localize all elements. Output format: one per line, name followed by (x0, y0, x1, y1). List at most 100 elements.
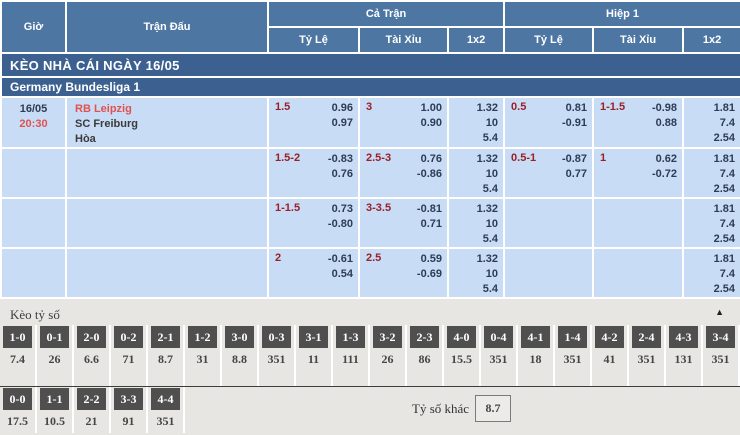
ft-handicap-away-odds[interactable]: -0.80 (327, 218, 353, 230)
ft-1x2-away[interactable]: 5.4 (482, 233, 499, 245)
ft-1x2-cell[interactable]: 1.32 10 5.4 (446, 197, 506, 249)
home-team[interactable]: RB Leipzig (75, 103, 132, 115)
correct-score-cell[interactable]: 0-0 17.5 (0, 387, 37, 433)
correct-score-cell[interactable]: 0-4 351 (481, 325, 518, 386)
ft-handicap-home-odds[interactable]: 0.73 (331, 203, 353, 215)
draw-label[interactable]: Hòa (75, 133, 96, 145)
h1-handicap-home-odds[interactable]: 0.81 (565, 102, 588, 114)
correct-score-cell[interactable]: 3-3 91 (111, 387, 148, 433)
correct-score-cell[interactable]: 4-0 15.5 (444, 325, 481, 386)
correct-score-cell[interactable]: 0-2 71 (111, 325, 148, 386)
h1-1x2-home[interactable]: 1.81 (713, 253, 736, 265)
correct-score-cell[interactable]: 2-3 86 (407, 325, 444, 386)
ft-1x2-draw[interactable]: 10 (485, 218, 499, 230)
h1-1x2-draw[interactable]: 7.4 (719, 168, 736, 180)
ft-handicap-cell[interactable]: 2 -0.61 0.54 (267, 247, 360, 299)
ft-over-odds[interactable]: 0.76 (420, 153, 442, 165)
correct-score-cell[interactable]: 0-1 26 (37, 325, 74, 386)
ft-overunder-cell[interactable]: 2.5 0.59 -0.69 (358, 247, 449, 299)
ft-handicap-home-odds[interactable]: -0.61 (327, 253, 353, 265)
correct-score-cell[interactable]: 3-1 11 (296, 325, 333, 386)
ft-1x2-cell[interactable]: 1.32 10 5.4 (446, 147, 506, 199)
h1-1x2-home[interactable]: 1.81 (713, 153, 736, 165)
h1-1x2-away[interactable]: 2.54 (713, 183, 736, 195)
ft-handicap-cell[interactable]: 1.5 0.96 0.97 (267, 96, 360, 149)
h1-1x2-cell[interactable]: 1.81 7.4 2.54 (682, 197, 740, 249)
ft-overunder-cell[interactable]: 2.5-3 0.76 -0.86 (358, 147, 449, 199)
h1-1x2-cell[interactable]: 1.81 7.4 2.54 (682, 247, 740, 299)
h1-1x2-cell[interactable]: 1.81 7.4 2.54 (682, 147, 740, 199)
ft-1x2-draw[interactable]: 10 (485, 117, 499, 129)
ft-1x2-away[interactable]: 5.4 (482, 283, 499, 295)
h1-handicap-cell[interactable]: 0.5-1 -0.87 0.77 (503, 147, 595, 199)
h1-under-odds[interactable]: -0.72 (651, 168, 678, 180)
correct-score-cell[interactable]: 2-0 6.6 (74, 325, 111, 386)
h1-handicap-away-odds[interactable]: 0.77 (565, 168, 588, 180)
h1-overunder-cell[interactable]: 1 0.62 -0.72 (592, 147, 685, 199)
ft-1x2-home[interactable]: 1.32 (476, 102, 499, 114)
ft-handicap-away-odds[interactable]: 0.54 (331, 268, 353, 280)
ft-overunder-cell[interactable]: 3-3.5 -0.81 0.71 (358, 197, 449, 249)
ft-handicap-cell[interactable]: 1-1.5 0.73 -0.80 (267, 197, 360, 249)
h1-overunder-cell[interactable] (592, 247, 685, 299)
away-team[interactable]: SC Freiburg (75, 118, 138, 130)
ft-under-odds[interactable]: 0.71 (420, 218, 442, 230)
ft-over-odds[interactable]: 1.00 (420, 102, 442, 114)
ft-handicap-cell[interactable]: 1.5-2 -0.83 0.76 (267, 147, 360, 199)
correct-score-cell[interactable]: 3-2 26 (370, 325, 407, 386)
correct-score-cell[interactable]: 2-2 21 (74, 387, 111, 433)
correct-score-cell[interactable]: 0-3 351 (259, 325, 296, 386)
ft-under-odds[interactable]: -0.69 (416, 268, 442, 280)
h1-1x2-home[interactable]: 1.81 (713, 203, 736, 215)
h1-handicap-cell[interactable]: 0.5 0.81 -0.91 (503, 96, 595, 149)
ft-over-odds[interactable]: -0.81 (416, 203, 442, 215)
ft-over-odds[interactable]: 0.59 (420, 253, 442, 265)
h1-1x2-draw[interactable]: 7.4 (719, 268, 736, 280)
h1-overunder-cell[interactable] (592, 197, 685, 249)
ft-1x2-home[interactable]: 1.32 (476, 153, 499, 165)
ft-under-odds[interactable]: -0.86 (416, 168, 442, 180)
ft-1x2-cell[interactable]: 1.32 10 5.4 (446, 247, 506, 299)
h1-over-odds[interactable]: -0.98 (651, 102, 678, 114)
h1-handicap-home-odds[interactable]: -0.87 (561, 153, 588, 165)
h1-handicap-cell[interactable] (503, 197, 595, 249)
correct-score-cell[interactable]: 4-3 131 (666, 325, 703, 386)
correct-score-cell[interactable]: 4-1 18 (518, 325, 555, 386)
h1-1x2-cell[interactable]: 1.81 7.4 2.54 (682, 96, 740, 149)
ft-under-odds[interactable]: 0.90 (420, 117, 442, 129)
ft-1x2-away[interactable]: 5.4 (482, 132, 499, 144)
ft-1x2-draw[interactable]: 10 (485, 168, 499, 180)
correct-score-cell[interactable]: 1-4 351 (555, 325, 592, 386)
correct-score-cell[interactable]: 2-1 8.7 (148, 325, 185, 386)
ft-1x2-home[interactable]: 1.32 (476, 253, 499, 265)
ft-1x2-draw[interactable]: 10 (485, 268, 499, 280)
h1-1x2-away[interactable]: 2.54 (713, 233, 736, 245)
h1-under-odds[interactable]: 0.88 (655, 117, 678, 129)
ft-1x2-home[interactable]: 1.32 (476, 203, 499, 215)
ft-handicap-away-odds[interactable]: 0.76 (331, 168, 353, 180)
h1-1x2-draw[interactable]: 7.4 (719, 218, 736, 230)
ft-handicap-away-odds[interactable]: 0.97 (331, 117, 353, 129)
correct-score-cell[interactable]: 1-3 111 (333, 325, 370, 386)
league-title[interactable]: Germany Bundesliga 1 (0, 76, 740, 98)
ft-overunder-cell[interactable]: 3 1.00 0.90 (358, 96, 449, 149)
correct-score-cell[interactable]: 2-4 351 (629, 325, 666, 386)
ft-1x2-cell[interactable]: 1.32 10 5.4 (446, 96, 506, 149)
h1-1x2-away[interactable]: 2.54 (713, 132, 736, 144)
ft-1x2-away[interactable]: 5.4 (482, 183, 499, 195)
h1-over-odds[interactable]: 0.62 (655, 153, 678, 165)
ft-handicap-home-odds[interactable]: -0.83 (327, 153, 353, 165)
h1-1x2-draw[interactable]: 7.4 (719, 117, 736, 129)
correct-score-cell[interactable]: 4-4 351 (148, 387, 185, 433)
correct-score-cell[interactable]: 4-2 41 (592, 325, 629, 386)
correct-score-cell[interactable]: 1-0 7.4 (0, 325, 37, 386)
correct-score-cell[interactable]: 1-2 31 (185, 325, 222, 386)
correct-score-cell[interactable]: 1-1 10.5 (37, 387, 74, 433)
collapse-arrow-icon[interactable]: ▲ (715, 307, 724, 317)
h1-1x2-away[interactable]: 2.54 (713, 283, 736, 295)
ft-handicap-home-odds[interactable]: 0.96 (331, 102, 353, 114)
h1-1x2-home[interactable]: 1.81 (713, 102, 736, 114)
correct-score-cell[interactable]: 3-4 351 (703, 325, 740, 386)
other-score-value[interactable]: 8.7 (475, 395, 512, 422)
h1-overunder-cell[interactable]: 1-1.5 -0.98 0.88 (592, 96, 685, 149)
